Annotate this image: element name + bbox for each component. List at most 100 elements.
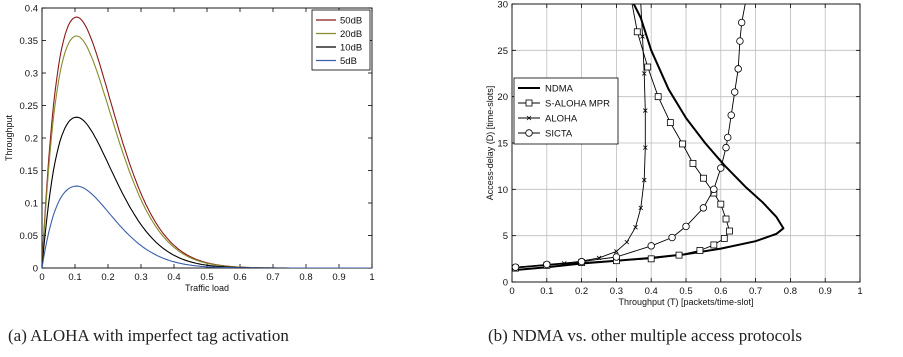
marker-square [720, 235, 728, 242]
series-SICTA [512, 4, 746, 271]
marker-x [641, 71, 647, 76]
y-tick-label: 10 [497, 185, 508, 196]
x-tick-label: 0 [509, 286, 514, 297]
x-axis-label: Throughput (T) [packets/time-slot] [618, 297, 753, 307]
y-tick-label: 0.15 [20, 166, 39, 177]
marker-square [644, 63, 652, 71]
x-tick-label: 0.1 [540, 286, 553, 297]
marker-square [525, 99, 533, 107]
series-line-20dB [42, 35, 372, 268]
x-tick-label: 0.4 [167, 272, 180, 283]
chart-b: 0 0.1 0.2 0.3 0.4 0.5 0.6 0.7 0.8 0.9 105101520253… [485, 0, 863, 307]
x-tick-label: 0.7 [266, 272, 279, 283]
series-S-ALOHA MPR [512, 4, 733, 272]
marker-square [722, 215, 730, 223]
y-tick-label: 0.05 [20, 231, 39, 242]
marker-square [633, 28, 641, 36]
marker-square [679, 140, 686, 148]
series-line-5dB [42, 185, 372, 268]
x-tick-label: 0.6 [233, 272, 246, 283]
marker-circle [736, 37, 744, 45]
marker-circle [525, 129, 533, 137]
x-tick-label: 0.7 [749, 286, 762, 297]
chart-a: 0 0.1 0.2 0.3 0.4 0.5 0.6 0.7 0.8 0.9 1 0 0.05 0.1 0.1… [4, 4, 375, 294]
x-tick-label: 0 [39, 272, 44, 283]
x-tick-label: 0.5 [679, 286, 692, 297]
marker-x [638, 205, 644, 211]
x-tick-label: 0.3 [134, 272, 147, 283]
marker-square [700, 174, 707, 182]
x-tick-label: 1 [369, 272, 374, 283]
y-tick-label: 0.25 [20, 101, 39, 112]
legend-label: 5dB [340, 56, 357, 67]
marker-x [624, 239, 630, 245]
y-tick-label: 0 [33, 264, 38, 275]
series-line-10dB [42, 116, 372, 268]
marker-x [643, 145, 648, 150]
y-tick-label: 15 [497, 139, 508, 150]
marker-square [666, 119, 674, 127]
marker-circle [668, 233, 676, 242]
x-tick-label: 0.6 [714, 286, 727, 297]
marker-circle [731, 88, 739, 96]
x-tick-label: 0.1 [68, 272, 81, 283]
y-tick-label: 20 [497, 92, 508, 103]
marker-circle [737, 18, 746, 27]
marker-square [675, 251, 683, 259]
marker-square [647, 255, 655, 263]
marker-circle [710, 185, 718, 194]
x-tick-label: 0.3 [610, 286, 623, 297]
marker-square [726, 227, 733, 235]
x-tick-label: 0.8 [784, 286, 797, 297]
x-tick-label: 0.4 [645, 286, 658, 297]
x-tick-label: 0.8 [299, 272, 312, 283]
x-tick-label: 0.5 [200, 272, 213, 283]
marker-square [696, 247, 704, 254]
marker-circle [647, 242, 655, 250]
y-axis-label: Throughput [4, 114, 14, 161]
y-axis-label: Access-delay (D) [time-slots] [485, 86, 495, 201]
series-line-SICTA [515, 4, 746, 268]
y-tick-label: 0.4 [25, 4, 38, 15]
marker-x [643, 108, 648, 113]
marker-x [561, 261, 567, 266]
x-tick-label: 0.9 [819, 286, 832, 297]
marker-x [640, 34, 645, 39]
marker-square [654, 93, 662, 101]
marker-circle [727, 111, 735, 119]
legend-label: 20dB [340, 29, 362, 40]
y-tick-label: 0.35 [20, 36, 39, 47]
legend-label: ALOHA [545, 114, 578, 125]
x-tick-label: 1 [857, 286, 862, 297]
legend-label: 50dB [340, 16, 362, 27]
marker-circle [699, 204, 708, 212]
y-tick-label: 0.2 [25, 134, 38, 145]
y-tick-label: 5 [503, 231, 508, 242]
marker-circle [717, 164, 725, 172]
x-axis-label: Traffic load [185, 283, 229, 293]
legend-label: NDMA [545, 84, 574, 95]
marker-circle [577, 257, 586, 266]
y-tick-label: 25 [497, 46, 508, 57]
legend-label: SICTA [545, 129, 573, 140]
x-tick-label: 0.2 [101, 272, 114, 283]
marker-circle [512, 263, 520, 271]
caption-b: (b) NDMA vs. other multiple access proto… [488, 326, 802, 345]
marker-circle [724, 133, 732, 142]
marker-circle [543, 260, 551, 269]
marker-circle [682, 222, 690, 231]
x-tick-label: 0.9 [332, 272, 345, 283]
marker-square [717, 200, 725, 208]
marker-square [689, 159, 697, 167]
caption-a: (a) ALOHA with imperfect tag activation [8, 326, 289, 345]
legend-label: 10dB [340, 43, 362, 54]
marker-circle [734, 65, 742, 73]
marker-x [614, 249, 619, 254]
marker-circle [722, 143, 730, 152]
legend-label: S-ALOHA MPR [545, 99, 610, 110]
x-tick-label: 0.2 [575, 286, 588, 297]
y-tick-label: 0 [503, 278, 508, 289]
y-tick-label: 0.1 [25, 199, 38, 210]
marker-circle [612, 253, 621, 261]
